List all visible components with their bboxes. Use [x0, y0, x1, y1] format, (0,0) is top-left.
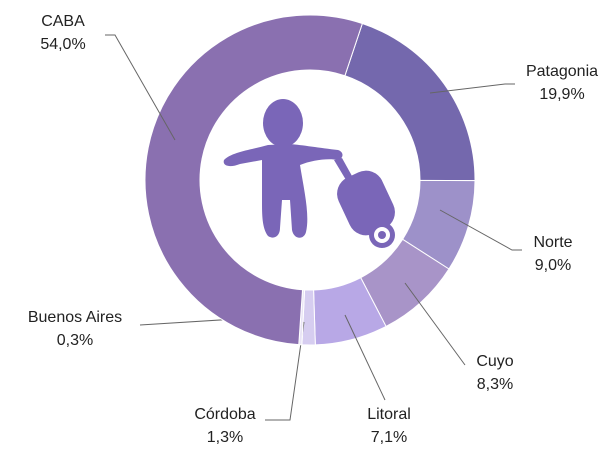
slice-value-label: 54,0%: [40, 36, 85, 53]
leader-line: [429, 83, 515, 94]
leader-line: [105, 34, 176, 141]
leader-line: [344, 314, 386, 401]
slice-label: Cuyo: [476, 353, 513, 370]
leader-line: [265, 321, 305, 421]
traveler-icon: [223, 99, 395, 248]
slice-value-label: 8,3%: [477, 376, 513, 393]
slice-value-label: 0,3%: [57, 332, 93, 349]
slice-label: Patagonia: [526, 63, 598, 80]
slice-label: Buenos Aires: [28, 309, 122, 326]
slice-label: Córdoba: [194, 406, 255, 423]
slice-value-label: 7,1%: [371, 429, 407, 446]
slice-value-label: 9,0%: [535, 257, 571, 274]
leader-line: [404, 282, 466, 366]
leader-line: [439, 209, 522, 251]
slice-label: Norte: [533, 234, 572, 251]
slice-label: Litoral: [367, 406, 411, 423]
donut-slice: [144, 14, 363, 346]
slice-label: CABA: [41, 13, 85, 30]
slice-value-label: 1,3%: [207, 429, 243, 446]
donut: Patagonia 19,9% Norte 9,0% Cuyo 8,3% Litoral 7,…: [28, 13, 598, 446]
slice-value-label: 19,9%: [539, 86, 584, 103]
donut-slice: [344, 22, 476, 182]
